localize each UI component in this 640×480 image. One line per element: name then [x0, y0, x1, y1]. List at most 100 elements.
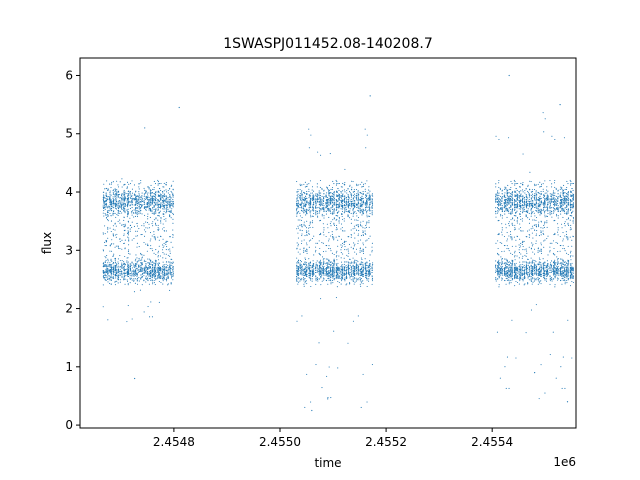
data-point	[144, 214, 146, 216]
data-point	[163, 264, 165, 266]
data-point	[105, 202, 107, 204]
data-point	[129, 190, 131, 193]
data-point	[162, 186, 164, 188]
data-point	[320, 198, 322, 200]
data-point	[328, 199, 330, 201]
data-point	[504, 264, 507, 267]
data-point	[304, 250, 307, 252]
data-point	[505, 273, 507, 275]
data-point	[347, 261, 349, 263]
data-point	[316, 207, 318, 209]
data-point	[138, 199, 140, 201]
data-point	[115, 236, 117, 238]
data-point	[109, 278, 111, 280]
data-point	[498, 199, 500, 201]
data-point	[109, 275, 111, 277]
data-point	[344, 191, 346, 193]
data-point	[497, 197, 499, 199]
data-point	[169, 195, 171, 197]
data-point	[317, 280, 319, 282]
data-point	[318, 342, 320, 344]
data-point	[306, 273, 308, 276]
data-point	[153, 211, 155, 213]
data-point	[354, 237, 356, 239]
data-point	[105, 198, 107, 200]
data-point	[150, 301, 152, 303]
data-point	[115, 266, 117, 268]
data-point	[319, 234, 321, 236]
data-point	[106, 188, 108, 190]
data-point	[369, 190, 371, 192]
data-point	[107, 226, 109, 228]
data-point	[364, 227, 366, 229]
data-point	[328, 208, 330, 210]
data-point	[311, 237, 313, 240]
data-point	[107, 270, 109, 272]
data-point	[163, 205, 165, 207]
data-point	[303, 212, 305, 214]
data-point	[505, 266, 507, 268]
data-point	[147, 192, 149, 194]
data-point	[159, 207, 162, 209]
data-point	[297, 211, 299, 213]
data-point	[331, 208, 333, 211]
data-point	[361, 186, 363, 188]
data-point	[143, 193, 145, 195]
data-point	[171, 192, 173, 194]
data-point	[114, 266, 116, 268]
data-point	[148, 283, 150, 285]
data-point	[308, 209, 310, 211]
data-point	[140, 182, 142, 184]
data-point	[325, 194, 327, 196]
data-point	[135, 270, 137, 272]
data-point	[115, 205, 117, 207]
data-point	[336, 250, 338, 252]
data-point	[103, 210, 105, 212]
data-point	[354, 262, 356, 264]
data-point	[297, 203, 299, 205]
data-point	[505, 278, 507, 280]
data-point	[158, 266, 160, 268]
data-point	[328, 189, 330, 191]
data-point	[506, 194, 508, 196]
data-point	[133, 209, 135, 211]
data-point	[152, 225, 154, 227]
data-point	[360, 200, 363, 202]
data-point	[359, 283, 361, 285]
data-point	[150, 200, 152, 202]
data-point	[506, 266, 508, 268]
data-point	[113, 243, 115, 245]
data-point	[364, 209, 366, 212]
data-point	[162, 246, 164, 249]
data-point	[503, 188, 506, 190]
data-point	[129, 278, 132, 280]
data-point	[322, 242, 324, 244]
data-point	[155, 202, 157, 204]
data-point	[366, 216, 368, 218]
data-point	[321, 241, 323, 244]
data-point	[148, 275, 150, 277]
data-point	[154, 284, 156, 286]
data-point	[310, 267, 312, 269]
data-point	[119, 260, 121, 262]
data-point	[109, 264, 111, 266]
data-point	[160, 269, 162, 272]
data-point	[157, 200, 159, 202]
data-point	[362, 183, 365, 185]
data-point	[123, 224, 125, 226]
data-point	[160, 275, 162, 277]
data-point	[124, 239, 126, 241]
data-point	[153, 204, 155, 206]
data-point	[333, 277, 335, 280]
data-point	[343, 267, 345, 269]
data-point	[331, 273, 333, 275]
data-point	[362, 261, 364, 263]
data-point	[504, 196, 506, 198]
data-point	[336, 228, 338, 230]
data-point	[327, 203, 329, 205]
data-point	[172, 204, 174, 206]
data-point	[319, 199, 321, 201]
data-point	[315, 212, 317, 214]
data-point	[330, 207, 332, 209]
data-point	[499, 202, 501, 204]
